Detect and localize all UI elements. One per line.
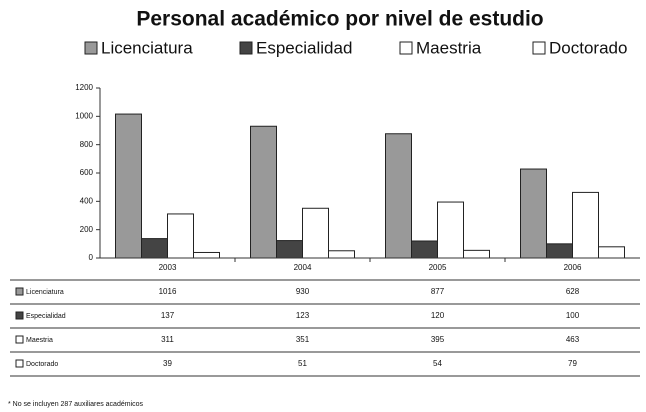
table-header: 2005 [429, 263, 447, 272]
table-cell: 54 [433, 359, 442, 368]
table-cell: 1016 [159, 287, 177, 296]
bar [437, 201, 464, 259]
bar [193, 251, 220, 259]
legend-swatch [399, 41, 413, 55]
table-header: 2003 [159, 263, 177, 272]
chart-title: Personal académico por nivel de estudio [136, 8, 543, 31]
table-cell: 311 [161, 335, 174, 344]
table-cell: 930 [296, 287, 310, 296]
bar [328, 250, 355, 259]
y-tick-label: 1000 [75, 111, 93, 120]
footnote: * No se incluyen 287 auxiliares académic… [8, 401, 144, 408]
legend-swatch [84, 41, 98, 55]
bar [463, 249, 490, 259]
bar [520, 168, 547, 259]
bar [546, 243, 573, 259]
table-header: 2006 [564, 263, 582, 272]
y-tick-label: 1200 [75, 83, 93, 92]
table-header: 2004 [294, 263, 312, 272]
table-swatch [15, 359, 24, 368]
table-cell: 79 [568, 359, 577, 368]
table-cell: 100 [566, 311, 580, 320]
bar [141, 238, 168, 259]
bar [385, 133, 412, 259]
bar [115, 113, 142, 259]
y-tick-label: 600 [80, 168, 94, 177]
bar [302, 207, 329, 259]
table-row-label: Licenciatura [26, 289, 64, 296]
legend-label: Licenciatura [101, 38, 193, 57]
legend-label: Especialidad [256, 38, 352, 57]
table-cell: 123 [296, 311, 310, 320]
table-cell: 463 [566, 335, 580, 344]
legend-label: Doctorado [549, 38, 627, 57]
y-tick-label: 0 [89, 253, 94, 262]
legend-swatch [239, 41, 253, 55]
bar [572, 191, 599, 259]
bar [598, 246, 625, 259]
table-cell: 137 [161, 311, 175, 320]
table-row-label: Especialidad [26, 313, 66, 320]
y-tick-label: 400 [80, 196, 94, 205]
y-tick-label: 800 [80, 140, 94, 149]
bar [276, 240, 303, 259]
table-cell: 120 [431, 311, 445, 320]
legend-swatch [532, 41, 546, 55]
table-swatch [15, 311, 24, 320]
legend-label: Maestria [416, 38, 482, 57]
table-swatch [15, 335, 24, 344]
table-row-label: Doctorado [26, 361, 58, 368]
table-cell: 628 [566, 287, 580, 296]
table-cell: 51 [298, 359, 307, 368]
bar [411, 240, 438, 259]
table-cell: 351 [296, 335, 310, 344]
table-swatch [15, 287, 24, 296]
bar [250, 125, 277, 259]
table-cell: 395 [431, 335, 445, 344]
table-row-label: Maestria [26, 337, 53, 344]
table-cell: 877 [431, 287, 445, 296]
y-tick-label: 200 [80, 225, 94, 234]
table-cell: 39 [163, 359, 172, 368]
bar [167, 213, 194, 259]
